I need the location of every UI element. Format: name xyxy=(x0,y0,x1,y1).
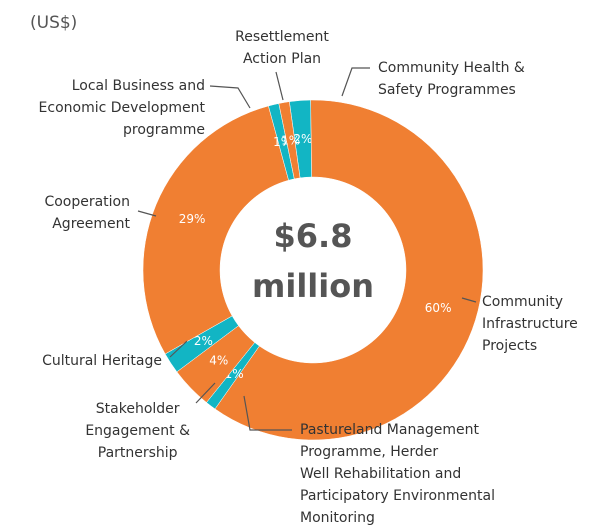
leader-line xyxy=(137,210,157,217)
value-label: 4% xyxy=(209,354,228,368)
category-label: Resettlement Action Plan xyxy=(235,29,329,67)
leader-line xyxy=(341,67,370,97)
leader-line xyxy=(195,382,216,404)
leader-line xyxy=(243,395,292,431)
leader-line xyxy=(209,85,251,109)
category-label: Pastureland Management Programme, Herder… xyxy=(300,422,495,526)
value-label: 2% xyxy=(194,334,213,348)
center-label: $6.8 xyxy=(274,217,353,255)
leader-line xyxy=(169,340,188,358)
leader-line xyxy=(275,71,284,101)
category-label: Community Infrastructure Projects xyxy=(482,294,578,354)
category-label: Cultural Heritage xyxy=(42,353,162,369)
subtitle: (US$) xyxy=(30,13,78,33)
donut-segment xyxy=(278,101,301,180)
category-label: Community Health & Safety Programmes xyxy=(378,60,525,98)
value-label: 2% xyxy=(293,132,312,146)
value-label: 1% xyxy=(281,133,300,147)
category-label: Local Business and Economic Development … xyxy=(38,78,205,138)
center-label: million xyxy=(252,267,374,305)
category-label: Stakeholder Engagement & Partnership xyxy=(85,401,190,461)
leader-line xyxy=(461,297,477,303)
category-label: Cooperation Agreement xyxy=(44,194,130,232)
value-label: 60% xyxy=(425,301,452,315)
donut-segment xyxy=(214,99,484,441)
value-label: 29% xyxy=(179,212,206,226)
donut-segment xyxy=(142,105,289,355)
